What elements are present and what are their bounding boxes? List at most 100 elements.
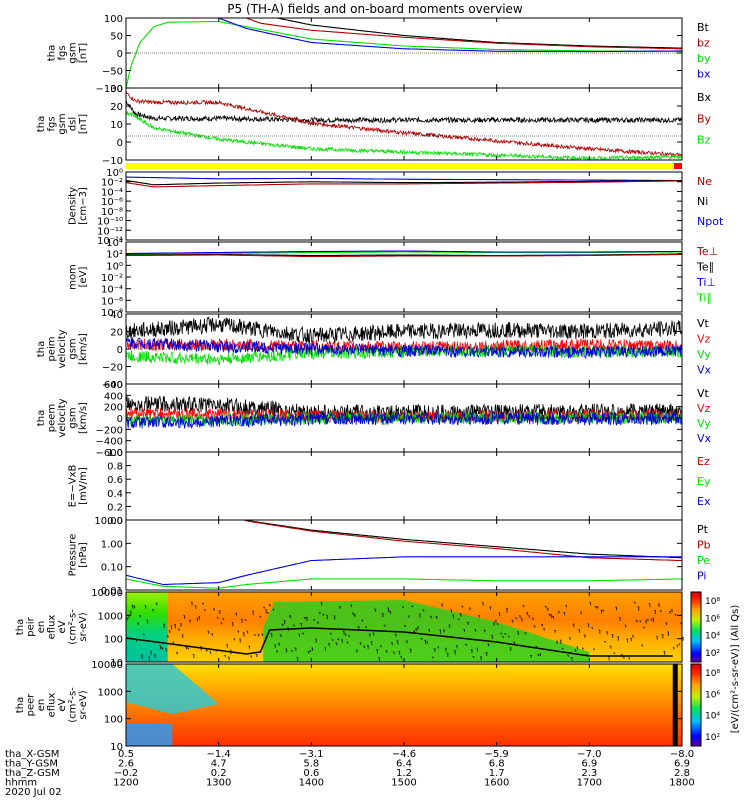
y-axis-label: gsm — [68, 338, 79, 359]
x-row-value: 5.8 — [303, 759, 319, 770]
series-Vz — [125, 337, 683, 354]
y-tick-label: 10⁻⁴ — [101, 285, 123, 296]
y-axis-label: en — [36, 621, 47, 634]
x-row-value: 1200 — [113, 778, 138, 789]
y-tick-label: 1000 — [98, 687, 123, 698]
y-tick-label: −10 — [102, 156, 123, 167]
colorbar-tick: 10⁴ — [705, 712, 720, 722]
x-row-value: −1.4 — [207, 749, 231, 760]
series-bz — [246, 17, 682, 50]
date-label: 2020 Jul 02 — [5, 787, 62, 798]
y-axis-label: peim — [47, 336, 58, 361]
y-tick-label: −600 — [96, 448, 123, 459]
legend-Bx: Bx — [697, 91, 712, 104]
x-row-label: hhmm — [5, 778, 37, 789]
legend-Pb: Pb — [697, 539, 711, 552]
x-row-value: 2.8 — [674, 768, 690, 779]
y-tick-label: 0 — [117, 49, 123, 60]
colorbar-tick: 10⁸ — [705, 597, 720, 607]
x-row-value: 1.2 — [396, 768, 412, 779]
x-row-value: 0.2 — [211, 768, 227, 779]
x-row-value: 6.8 — [489, 759, 505, 770]
legend-Vx: Vx — [697, 432, 712, 445]
x-axis-labels: tha_X-GSM 0.5 −1.4 −3.1 −4.6 −5.9 −7.0 −8.0 tha_… — [5, 749, 695, 798]
legend-Te⊥: Te⊥ — [696, 245, 718, 258]
series-Vt — [125, 395, 683, 421]
spectrogram-electron-low — [126, 724, 173, 746]
y-axis-label: sr-eV) — [78, 690, 89, 719]
y-tick-label: −100 — [96, 84, 123, 95]
legend-Ne: Ne — [697, 175, 712, 188]
y-tick-label: 20 — [110, 102, 123, 113]
y-tick-label: 10⁻² — [101, 178, 123, 189]
spectrogram-electron-cool — [126, 664, 219, 714]
series-by — [125, 20, 682, 89]
y-tick-label: 1.0 — [107, 448, 123, 459]
y-axis-label: en — [36, 699, 47, 712]
panel-5: 40 20 0 −20 −40 tha peim velocity gsm [km/s] Vt Vz V… — [36, 310, 712, 391]
y-tick-label: 10⁰ — [106, 261, 123, 272]
legend-By: By — [697, 112, 712, 125]
y-tick-label: 100 — [104, 14, 123, 25]
series-Vx — [125, 336, 683, 359]
x-row-value: 1600 — [484, 778, 509, 789]
y-tick-label: 10.00 — [94, 516, 123, 527]
series-Npot — [126, 176, 682, 182]
legend-Ti∥: Ti∥ — [696, 292, 712, 305]
legend-Ex: Ex — [697, 495, 711, 508]
y-tick-label: −50 — [102, 67, 123, 78]
panel-7: 1.0 0.8 0.6 0.4 0.2 0.0 E=−VxB [mV/m] Ez Ey Ex — [68, 448, 711, 527]
y-tick-label: 10⁻⁸ — [101, 308, 123, 319]
series-Bx — [125, 100, 683, 124]
y-axis-label: eV — [57, 620, 68, 633]
y-tick-label: 10⁻⁶ — [101, 197, 123, 208]
y-tick-label: 10⁻² — [101, 273, 123, 284]
y-axis-label: tha — [15, 619, 26, 635]
series-Ni — [125, 179, 682, 186]
y-tick-label: 10 — [110, 120, 123, 131]
spectrogram-electron-gap — [672, 664, 678, 746]
y-tick-label: 600 — [104, 380, 123, 391]
y-tick-label: 100 — [104, 715, 123, 726]
colorbar: 10⁸ 10⁶ 10⁴ 10² 10⁸ 10⁶ 10⁴ 10² [eV/(cm²-s-sr-e… — [690, 591, 741, 747]
y-tick-label: 20 — [110, 328, 123, 339]
y-tick-label: 10⁻⁸ — [101, 207, 123, 218]
y-axis-label: tha — [47, 45, 58, 61]
legend-Vx: Vx — [697, 364, 712, 377]
y-tick-label: −200 — [96, 425, 123, 436]
y-tick-label: 400 — [104, 391, 123, 402]
y-axis-label: [nT] — [78, 43, 89, 63]
y-axis-label: gsm — [57, 113, 68, 134]
y-axis-label: peem — [47, 404, 58, 432]
legend-Bt: Bt — [697, 21, 710, 34]
x-row-value: 1800 — [669, 778, 694, 789]
legend-Ez: Ez — [697, 455, 710, 468]
legend-Te∥: Te∥ — [696, 261, 714, 274]
y-axis-label: velocity — [57, 329, 68, 368]
series-Pt — [243, 519, 682, 559]
y-axis-label: mom — [68, 264, 79, 290]
flag-bar — [126, 163, 682, 169]
x-row-value: 6.9 — [674, 759, 690, 770]
y-axis-label: [nPa] — [78, 542, 89, 568]
y-axis-label: gsm — [68, 42, 79, 63]
y-axis-label: dsl — [68, 117, 79, 131]
legend-by: by — [697, 52, 711, 65]
y-axis-label: [mV/m] — [78, 467, 89, 505]
y-tick-label: 10⁴ — [106, 238, 123, 249]
y-tick-label: 40 — [110, 310, 123, 321]
x-row-value: −0.2 — [114, 768, 138, 779]
y-tick-label: 100 — [104, 635, 123, 646]
legend-Bz: Bz — [697, 134, 711, 147]
y-tick-label: 10 — [110, 658, 123, 669]
y-axis-label: Density — [68, 187, 79, 225]
series-bx — [218, 17, 682, 53]
y-tick-label: 10⁻¹⁴ — [97, 236, 123, 247]
series-Vx — [125, 411, 683, 430]
legend-Ni: Ni — [697, 195, 708, 208]
x-row-value: 0.5 — [118, 749, 134, 760]
series-Ne — [125, 180, 683, 188]
